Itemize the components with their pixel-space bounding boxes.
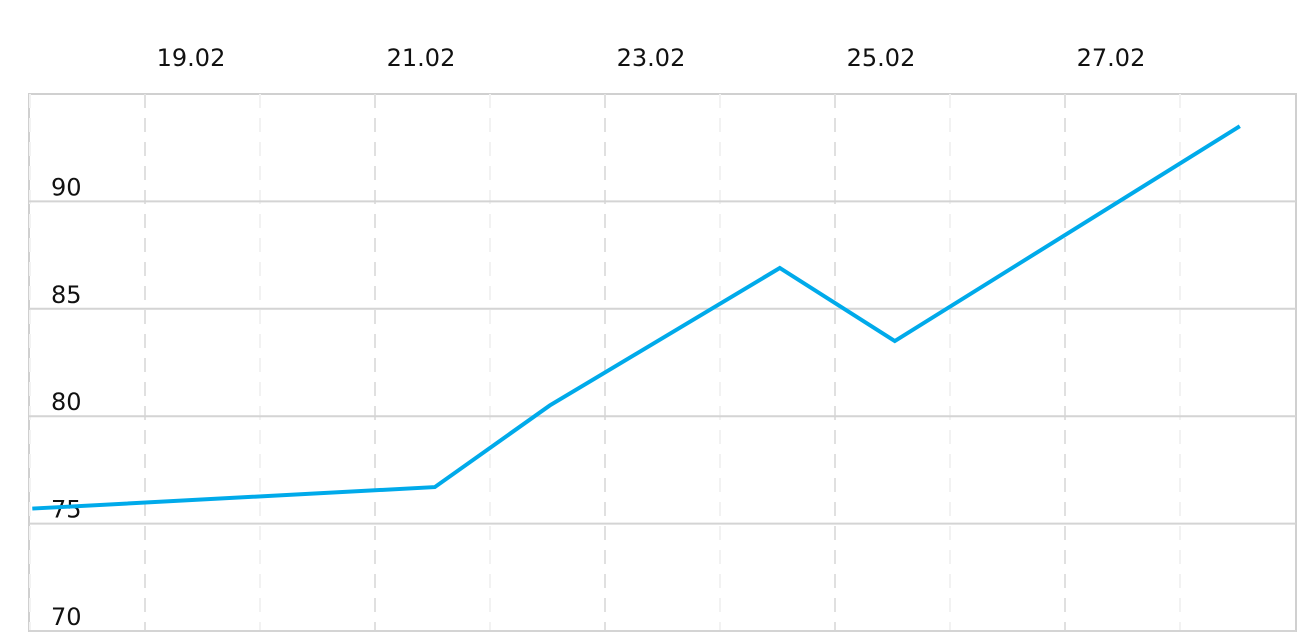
series-line: [32, 124, 1241, 511]
x-tick-label: 27.02: [1077, 44, 1146, 72]
y-tick-label: 90: [51, 173, 82, 201]
x-tick-label: 23.02: [617, 44, 686, 72]
x-tick-label: 19.02: [157, 44, 226, 72]
y-tick-label: 85: [51, 281, 82, 309]
x-tick-label: 21.02: [387, 44, 456, 72]
y-tick-label: 75: [51, 496, 82, 524]
x-tick-label: 25.02: [847, 44, 916, 72]
y-tick-label: 70: [51, 603, 82, 631]
y-tick-label: 80: [51, 388, 82, 416]
plot-area: [28, 93, 1297, 632]
